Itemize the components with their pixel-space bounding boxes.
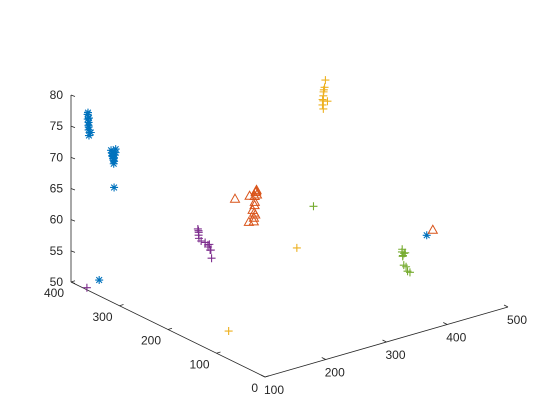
z-axis-ticks: 50 55 60 65 70 75 80 (50, 88, 76, 289)
triangle-marker (229, 193, 241, 203)
x-tick-label: 100 (264, 383, 284, 397)
triangle-marker (427, 224, 439, 234)
series-1-points (229, 184, 439, 234)
z-tick-mark (70, 188, 76, 191)
plus-marker (309, 202, 318, 211)
y-tick-mark (167, 327, 173, 330)
plus-marker (82, 283, 91, 292)
plus-marker (207, 254, 216, 263)
plus-marker (319, 104, 328, 113)
plus-marker (319, 85, 328, 94)
y-axis-ticks: 0 100 200 300 400 (44, 280, 270, 395)
z-tick-label: 60 (50, 213, 64, 227)
plus-marker (321, 76, 330, 85)
x-tick-label: 500 (507, 313, 527, 327)
x-tick-mark (260, 374, 266, 378)
z-tick-label: 50 (50, 275, 64, 289)
y-tick-mark (70, 280, 76, 283)
z-tick-label: 75 (50, 119, 64, 133)
triangle-marker (243, 216, 255, 226)
y-tick-mark (119, 304, 124, 307)
star-marker (107, 146, 116, 155)
triangle-marker (249, 196, 261, 206)
series-2-points (224, 76, 332, 336)
y-tick-label: 200 (141, 334, 161, 348)
series-3-points (82, 224, 216, 292)
plus-marker (292, 243, 301, 252)
z-tick-label: 80 (50, 88, 64, 102)
z-tick-mark (70, 219, 76, 222)
plus-marker (205, 240, 214, 249)
star-marker (110, 183, 119, 192)
z-tick-label: 70 (50, 150, 64, 164)
x-tick-mark (503, 304, 509, 308)
x-tick-mark (443, 322, 448, 325)
data-points (82, 76, 439, 336)
plus-marker (398, 252, 407, 261)
x-tick-mark (321, 357, 326, 360)
triangle-marker (244, 190, 255, 200)
x-tick-label: 300 (385, 348, 405, 362)
plus-marker (197, 236, 206, 245)
z-tick-mark (70, 125, 76, 129)
y-tick-mark (216, 351, 221, 354)
star-marker (110, 157, 119, 166)
axes-box (70, 95, 509, 378)
y-tick-mark (264, 375, 270, 378)
y-tick-label: 400 (44, 286, 64, 300)
plus-marker (206, 246, 215, 255)
z-tick-label: 55 (50, 244, 64, 258)
star-marker (83, 110, 92, 119)
z-tick-mark (70, 156, 76, 160)
plus-marker (224, 327, 233, 336)
plus-marker (193, 224, 202, 233)
x-axis-ticks: 100 200 300 400 500 (260, 304, 527, 397)
star-marker (83, 115, 92, 124)
plus-marker (323, 97, 332, 106)
plus-marker (402, 262, 411, 271)
series-4-points (309, 202, 414, 277)
star-marker (422, 231, 431, 240)
y-tick-label: 300 (92, 310, 112, 324)
star-marker (95, 276, 104, 285)
star-marker (108, 152, 117, 161)
x-tick-mark (382, 339, 387, 343)
triangle-marker (247, 204, 258, 214)
triangle-marker (251, 188, 263, 199)
z-tick-mark (70, 94, 76, 97)
star-marker (84, 131, 93, 140)
z-tick-label: 65 (50, 182, 64, 196)
triangle-marker (251, 184, 262, 194)
z-tick-mark (70, 281, 76, 284)
y-tick-label: 100 (189, 357, 209, 371)
star-marker (86, 128, 95, 137)
star-marker (111, 148, 120, 157)
x-tick-label: 200 (325, 366, 345, 380)
x-tick-label: 400 (446, 331, 466, 345)
series-0-points (83, 108, 431, 285)
plus-marker (318, 100, 327, 109)
triangle-marker (249, 209, 261, 219)
y-tick-label: 0 (251, 381, 258, 395)
triangle-marker (248, 215, 260, 226)
z-tick-mark (70, 250, 76, 253)
plus-marker (405, 268, 414, 277)
